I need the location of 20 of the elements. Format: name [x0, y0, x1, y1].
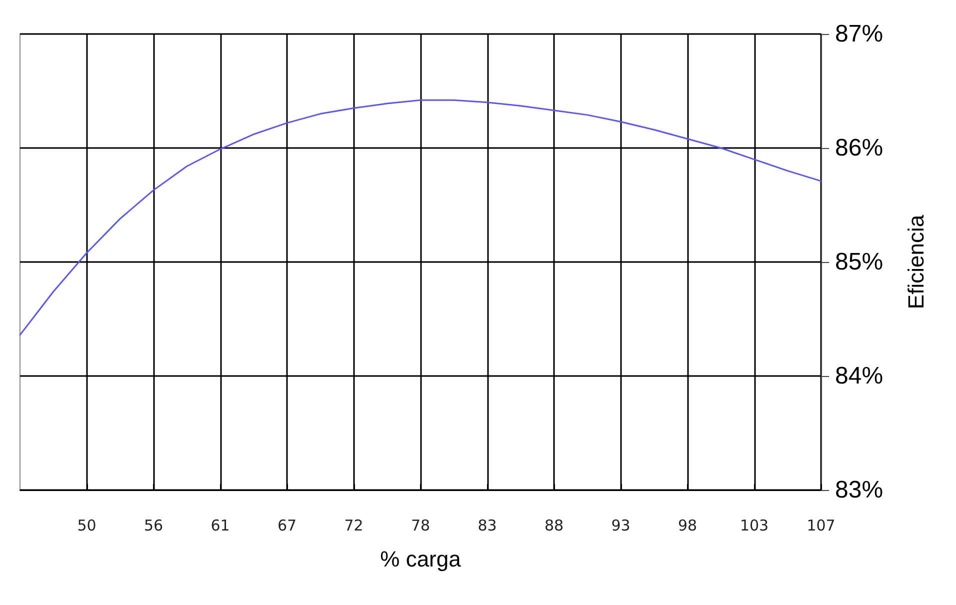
x-tick-label: 61: [210, 516, 230, 534]
x-tick-label: 93: [611, 516, 630, 534]
x-tick-label: 56: [144, 516, 164, 534]
x-tick-label: 83: [478, 516, 497, 534]
x-tick-label: 78: [410, 516, 430, 534]
y-tick-label: 87%: [835, 20, 884, 48]
x-tick-label: 50: [77, 516, 96, 534]
y-tick-label: 86%: [835, 134, 884, 162]
x-tick-label: 103: [740, 516, 769, 534]
y-tick-label: 83%: [835, 476, 884, 504]
y-tick-label: 84%: [835, 362, 884, 390]
x-tick-label: 98: [678, 516, 698, 534]
x-axis-title: % carga: [380, 546, 462, 572]
x-tick-label: 107: [806, 516, 836, 534]
x-tick-label: 72: [344, 516, 364, 534]
line-series: [19, 99, 822, 336]
x-tick-label: 88: [544, 516, 564, 534]
y-tick-label: 85%: [835, 248, 884, 276]
x-tick-label: 67: [277, 516, 297, 534]
y-axis-title: Eficiencia: [904, 214, 928, 310]
